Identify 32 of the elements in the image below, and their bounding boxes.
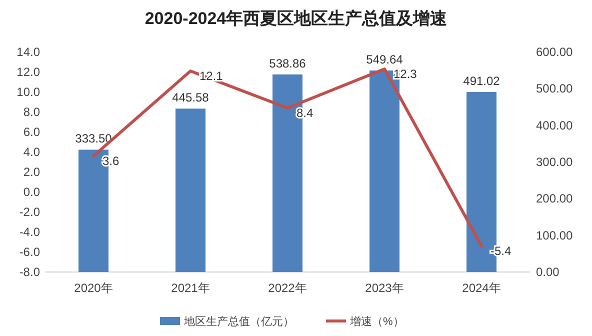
data-label: 538.86 [269,56,306,70]
y-tick-label: 12.0 [16,65,40,79]
x-tick-label: 2024年 [462,281,501,295]
y-tick-label: -4.0 [19,225,40,239]
y-tick-label: 2.0 [23,165,40,179]
x-tick-label: 2023年 [365,281,404,295]
chart-title: 2020-2024年西夏区地区生产总值及增速 [144,9,448,28]
x-tick-label: 2020年 [74,281,113,295]
data-label: 491.02 [463,74,500,88]
legend-label: 增速（%） [349,315,404,328]
y-tick-label: 14.0 [16,45,40,59]
y2-tick-label: 400.00 [536,118,574,132]
y2-tick-label: 100.00 [536,228,574,242]
data-label: 445.58 [172,90,210,105]
bar [176,108,206,272]
y-tick-label: -2.0 [19,205,40,219]
y2-tick-label: 600.00 [536,45,574,59]
y2-tick-label: 500.00 [536,82,574,96]
y-tick-label: 6.0 [23,125,40,139]
y2-tick-label: 200.00 [536,192,574,206]
x-tick-label: 2021年 [171,281,210,295]
data-label: 549.64 [366,52,404,66]
legend-label: 地区生产总值（亿元） [183,315,294,328]
y-tick-label: -6.0 [19,245,40,259]
y2-tick-label: 0.00 [536,265,560,279]
y-tick-label: 0.0 [23,185,40,199]
y2-tick-label: 300.00 [536,155,574,169]
y-tick-label: 8.0 [23,105,40,119]
y-tick-label: 10.0 [16,85,40,99]
y-tick-label: 4.0 [23,145,40,159]
y-tick-label: -8.0 [19,265,40,279]
x-tick-label: 2022年 [268,281,307,295]
